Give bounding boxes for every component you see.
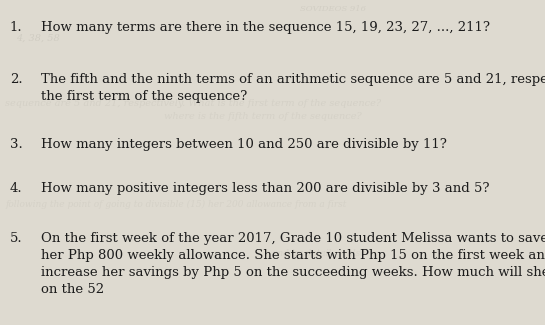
Text: How many positive integers less than 200 are divisible by 3 and 5?: How many positive integers less than 200… xyxy=(41,182,489,195)
Text: where is the fifth term of the sequence?: where is the fifth term of the sequence? xyxy=(164,112,361,121)
Text: 4.: 4. xyxy=(10,182,22,195)
Text: sequence are 5 and 21, respectively. What is the first term of the sequence?: sequence are 5 and 21, respectively. Wha… xyxy=(5,99,381,108)
Text: 2.: 2. xyxy=(10,73,22,86)
Text: SOVIDEOS 916: SOVIDEOS 916 xyxy=(300,5,366,13)
Text: and by detail   – also: and by detail – also xyxy=(272,249,366,258)
Text: 4, 38, 58: 4, 38, 58 xyxy=(16,34,60,43)
Text: On the first week of the year 2017, Grade 10 student Melissa wants to save a por: On the first week of the year 2017, Grad… xyxy=(41,232,545,296)
Text: 1.: 1. xyxy=(10,21,22,34)
Text: following the point of going to divisible (15) her 200 allowance from a first: following the point of going to divisibl… xyxy=(5,200,347,209)
Text: How many integers between 10 and 250 are divisible by 11?: How many integers between 10 and 250 are… xyxy=(41,138,447,151)
Text: The fifth and the ninth terms of an arithmetic sequence are 5 and 21, respective: The fifth and the ninth terms of an arit… xyxy=(41,73,545,103)
Text: 5.: 5. xyxy=(10,232,22,245)
Text: 3.: 3. xyxy=(10,138,22,151)
Text: How many terms are there in the sequence 15, 19, 23, 27, ..., 211?: How many terms are there in the sequence… xyxy=(41,21,490,34)
